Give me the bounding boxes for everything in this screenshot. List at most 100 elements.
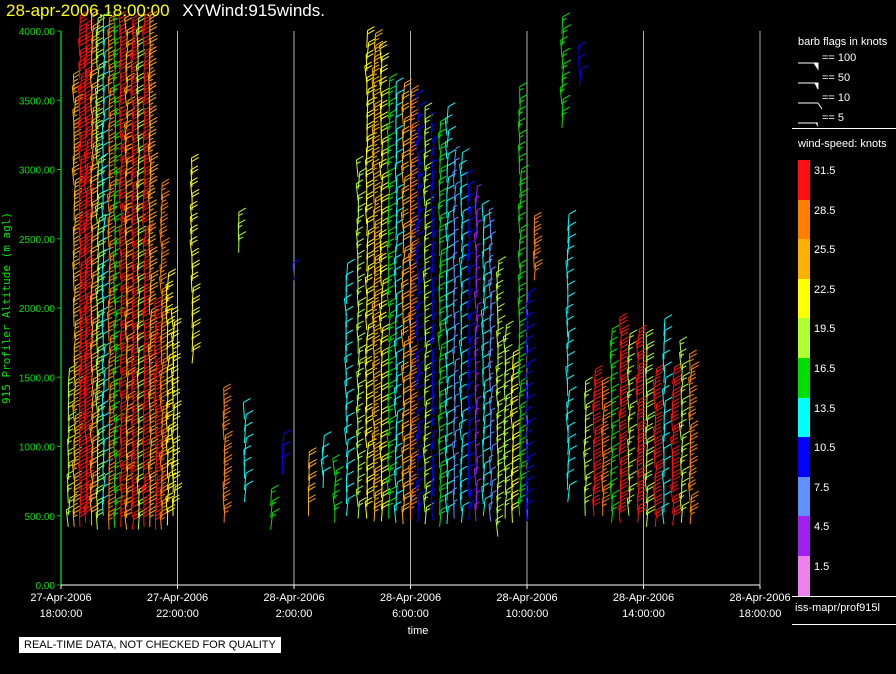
barb-staff — [96, 418, 98, 436]
wind-barb — [89, 421, 98, 444]
barb-flag — [364, 61, 373, 67]
barb-flag — [397, 195, 405, 201]
barb-flag — [283, 429, 292, 435]
barb-half-flag — [73, 443, 79, 447]
barb-flag — [408, 461, 416, 467]
barb-staff — [101, 121, 104, 140]
barb-half-flag — [425, 413, 431, 417]
wind-barb — [108, 413, 118, 436]
barb-half-flag — [109, 399, 115, 403]
barb-flag — [91, 127, 100, 133]
barb-staff — [94, 88, 98, 106]
barb-flag — [161, 252, 170, 258]
barb-flag — [102, 458, 111, 464]
barb-flag — [172, 344, 181, 350]
barb-half-flag — [108, 328, 113, 332]
barb-staff — [73, 450, 76, 468]
barb-staff — [242, 402, 245, 420]
barb-flag — [192, 306, 201, 312]
barb-flag — [381, 409, 389, 415]
barb-half-flag — [150, 290, 155, 294]
barb-staff — [107, 300, 110, 318]
wind-barb — [137, 508, 147, 530]
barb-flag — [410, 179, 418, 185]
barb-flag — [372, 409, 380, 415]
wind-barb — [149, 246, 158, 268]
barb-flag — [410, 202, 418, 208]
barb-flag — [84, 395, 92, 401]
barb-flag — [408, 332, 416, 338]
barb-flag — [415, 371, 424, 377]
wind-barb — [118, 375, 127, 398]
barb-half-flag — [160, 517, 165, 521]
wind-barb — [102, 470, 113, 493]
barb-half-flag — [149, 31, 155, 35]
barb-half-flag — [410, 199, 415, 203]
barb-half-flag — [149, 125, 155, 129]
barb-half-flag — [224, 451, 229, 455]
wind-barb — [243, 433, 254, 455]
barb-half-flag — [433, 453, 438, 457]
barb-half-flag — [432, 382, 437, 386]
barb-staff — [85, 140, 89, 158]
barb-flag — [80, 241, 88, 247]
barb-flag — [144, 152, 153, 158]
barb-half-flag — [74, 384, 80, 388]
barb-half-flag — [149, 384, 155, 388]
barb-flag — [366, 182, 374, 188]
barb-flag — [410, 402, 419, 408]
barb-staff — [95, 41, 98, 59]
barb-half-flag — [109, 211, 115, 214]
barb-flag — [403, 353, 412, 358]
barb-flag — [100, 152, 109, 158]
barb-flag — [371, 64, 380, 70]
barb-half-flag — [358, 455, 363, 459]
barb-half-flag — [433, 406, 439, 410]
barb-staff — [85, 22, 88, 41]
barb-staff — [72, 403, 75, 421]
barb-flag — [381, 420, 389, 426]
barb-staff — [67, 439, 69, 457]
barb-flag — [373, 170, 381, 176]
barb-flag — [245, 468, 254, 474]
wind-barb — [416, 230, 425, 252]
barb-flag — [109, 449, 118, 455]
wind-barbs — [65, 9, 700, 537]
barb-flag — [224, 445, 232, 451]
barb-staff — [65, 509, 69, 527]
wind-barb — [191, 341, 202, 364]
barb-staff — [91, 37, 94, 55]
wind-barb — [83, 371, 92, 394]
barb-flag — [426, 479, 435, 484]
barb-flag — [381, 362, 389, 367]
wind-barb — [243, 480, 254, 502]
barb-staff — [79, 262, 83, 280]
wind-barb — [101, 117, 110, 140]
barb-flag — [192, 259, 201, 265]
barb-flag — [410, 182, 418, 188]
barb-flag — [408, 249, 416, 255]
barb-half-flag — [149, 267, 155, 271]
wind-profile — [332, 454, 344, 523]
barb-flag — [365, 379, 374, 385]
barb-flag — [381, 417, 389, 423]
barb-flag — [308, 486, 316, 491]
barb-staff — [96, 171, 99, 189]
barb-flag — [373, 346, 382, 352]
barb-flag — [387, 132, 395, 138]
barb-staff — [91, 390, 95, 408]
barb-half-flag — [425, 378, 430, 382]
barb-flag — [173, 474, 181, 480]
barb-flag — [84, 425, 93, 431]
barb-staff — [96, 65, 100, 83]
barb-half-flag — [388, 443, 394, 447]
barb-flag — [80, 335, 89, 341]
barb-staff — [84, 270, 87, 288]
barb-flag — [374, 503, 383, 509]
barb-flag — [401, 90, 410, 96]
barb-flag — [84, 402, 93, 408]
wind-barb — [281, 452, 290, 475]
barb-half-flag — [73, 137, 79, 141]
barb-half-flag — [161, 352, 166, 356]
